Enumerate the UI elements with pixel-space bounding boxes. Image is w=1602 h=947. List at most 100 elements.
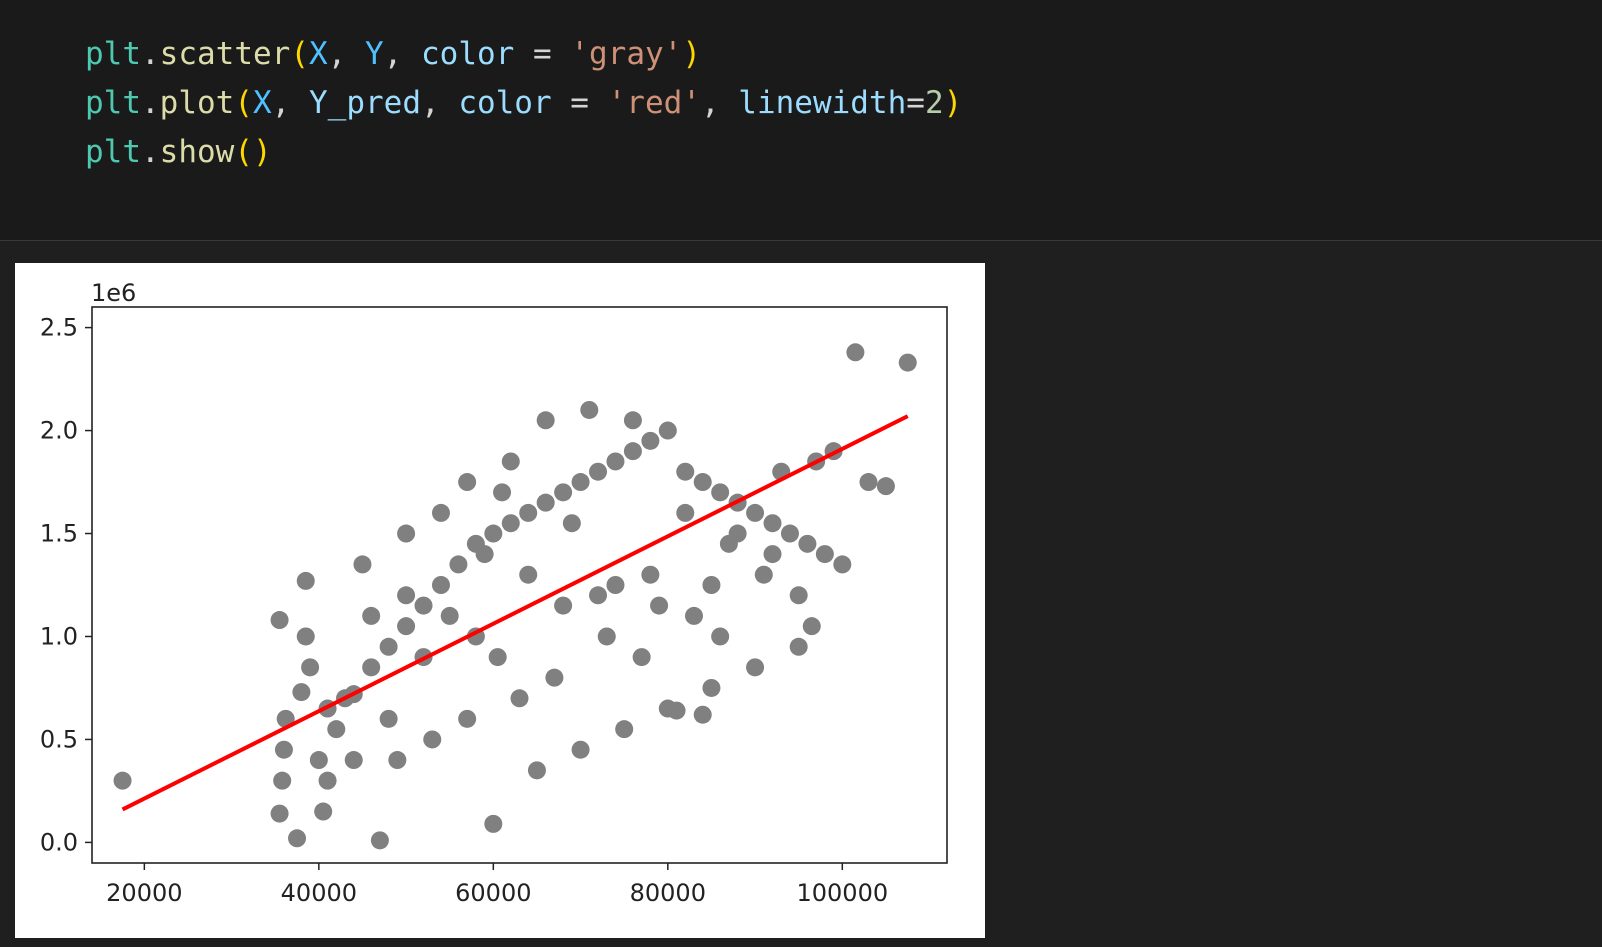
code-token: () — [234, 134, 272, 170]
code-token: , — [420, 85, 459, 121]
code-token: Y — [365, 36, 384, 72]
scatter-point — [754, 565, 773, 584]
scatter-plot: 1e6 20000 40000 60000 80000 100000 0.0 0.5 1.0… — [40, 279, 948, 907]
scatter-point — [488, 648, 507, 667]
scatter-point — [397, 586, 416, 605]
scatter-point — [388, 751, 407, 770]
code-token: . — [141, 85, 160, 121]
y-tick-label: 2.5 — [40, 314, 78, 342]
scatter-point — [615, 720, 634, 739]
y-tick-label: 1.5 — [40, 520, 78, 548]
scatter-point — [270, 611, 289, 630]
scatter-point — [846, 343, 865, 362]
code-token: show — [159, 134, 235, 170]
scatter-point — [876, 477, 895, 496]
scatter-point — [273, 771, 292, 790]
code-token: , — [383, 36, 421, 72]
scatter-point — [397, 524, 416, 543]
code-token: X — [253, 85, 272, 121]
scatter-point — [270, 804, 289, 823]
scatter-point — [318, 771, 337, 790]
scatter-point — [632, 648, 651, 667]
scatter-point — [606, 452, 625, 471]
scatter-point — [780, 524, 799, 543]
scatter-point — [589, 586, 608, 605]
scatter-point — [353, 555, 372, 574]
scatter-point — [113, 771, 132, 790]
x-tick-label: 40000 — [281, 879, 357, 907]
code-cell[interactable]: plt.scatter(X, Y, color = 'gray') plt.plo… — [0, 0, 1602, 241]
code-token: ) — [943, 85, 963, 121]
scatter-point — [702, 576, 721, 594]
code-token: plot — [159, 85, 235, 121]
code-token: plt — [85, 36, 141, 72]
y-offset-label: 1e6 — [91, 279, 136, 307]
scatter-point — [554, 483, 573, 502]
code-token: Y_pred — [309, 85, 421, 121]
scatter-point — [859, 473, 878, 492]
scatter-point — [641, 431, 660, 450]
scatter-point — [327, 720, 346, 739]
scatter-point — [554, 596, 573, 615]
code-token: 'gray' — [570, 36, 683, 72]
scatter-point — [693, 473, 712, 492]
scatter-point — [589, 462, 608, 481]
code-editor[interactable]: plt.scatter(X, Y, color = 'gray') plt.plo… — [85, 30, 962, 177]
code-token: = — [906, 85, 925, 121]
output-cell: 1e6 20000 40000 60000 80000 100000 0.0 0.5 1.0… — [0, 241, 1602, 947]
scatter-point — [571, 740, 590, 759]
scatter-point — [676, 462, 695, 481]
code-token: ( — [234, 85, 253, 121]
scatter-point — [501, 452, 520, 471]
scatter-point — [763, 514, 782, 533]
scatter-point — [746, 503, 765, 522]
scatter-point — [288, 829, 307, 848]
y-tick-label: 0.5 — [40, 725, 78, 753]
scatter-point — [658, 421, 677, 440]
scatter-point — [815, 545, 834, 564]
y-tick-label: 0.0 — [40, 828, 78, 856]
scatter-point — [798, 534, 817, 553]
scatter-point — [711, 483, 730, 502]
scatter-point — [641, 565, 660, 584]
scatter-point — [484, 814, 503, 833]
scatter-point — [458, 473, 477, 492]
scatter-point — [684, 606, 703, 625]
code-line: plt.plot(X, Y_pred, color = 'red', linew… — [85, 79, 962, 128]
code-line: plt.show() — [85, 128, 962, 177]
scatter-point — [711, 627, 730, 646]
code-token: scatter — [159, 36, 291, 72]
scatter-point — [440, 606, 459, 625]
scatter-plot-figure: 1e6 20000 40000 60000 80000 100000 0.0 0.5 1.0… — [15, 263, 985, 938]
scatter-point — [414, 596, 433, 615]
scatter-point — [693, 705, 712, 724]
code-token: = — [551, 85, 608, 121]
x-tick-label: 80000 — [630, 879, 706, 907]
scatter-point — [746, 658, 765, 677]
scatter-point — [667, 701, 686, 720]
scatter-point — [501, 514, 520, 533]
scatter-point — [493, 483, 512, 502]
scatter-point — [676, 503, 695, 522]
code-token: , — [700, 85, 739, 121]
scatter-point — [314, 802, 333, 821]
y-tick-label: 1.0 — [40, 622, 78, 650]
scatter-point — [606, 576, 625, 594]
scatter-point — [423, 730, 442, 749]
scatter-point — [344, 751, 363, 770]
regression-line — [121, 414, 909, 812]
axes-frame — [91, 306, 948, 864]
scatter-point — [370, 831, 389, 850]
scatter-point — [580, 400, 599, 419]
y-tick-label: 2.0 — [40, 417, 78, 445]
scatter-point — [449, 555, 468, 574]
scatter-point — [362, 658, 381, 677]
scatter-point — [431, 503, 450, 522]
scatter-point — [296, 571, 315, 590]
scatter-point — [484, 524, 503, 543]
scatter-point — [296, 627, 315, 646]
scatter-point — [571, 473, 590, 492]
x-axis-ticks: 20000 40000 60000 80000 100000 — [106, 863, 888, 907]
code-line: plt.scatter(X, Y, color = 'gray') — [85, 30, 962, 79]
scatter-points — [113, 343, 917, 850]
